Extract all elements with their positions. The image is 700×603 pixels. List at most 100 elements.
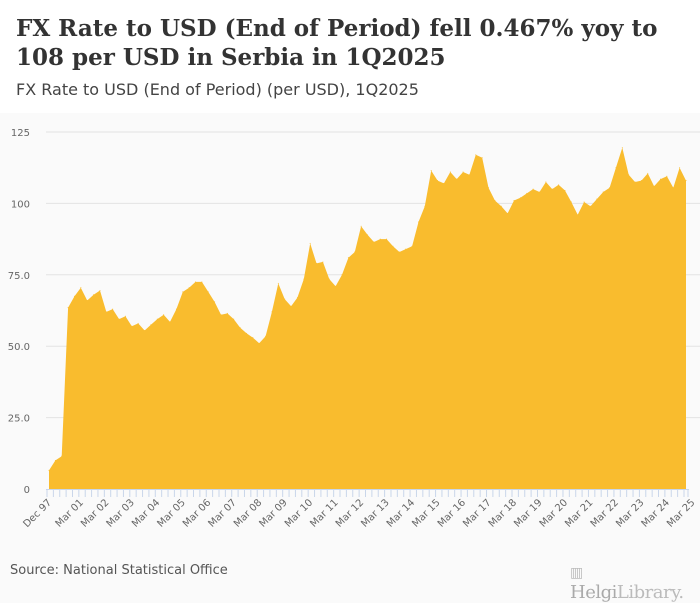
data-point xyxy=(156,318,158,320)
data-point xyxy=(54,459,56,461)
data-point xyxy=(150,324,152,326)
data-point xyxy=(214,301,216,303)
data-point xyxy=(615,167,617,169)
data-point xyxy=(112,308,114,310)
data-point xyxy=(570,201,572,203)
data-point xyxy=(507,212,509,214)
data-point xyxy=(99,290,101,292)
data-point xyxy=(316,262,318,264)
data-point xyxy=(538,191,540,193)
data-point xyxy=(258,342,260,344)
data-point xyxy=(265,335,267,337)
data-point xyxy=(347,257,349,259)
data-point xyxy=(634,181,636,183)
series-area xyxy=(49,147,686,489)
data-point xyxy=(653,185,655,187)
data-point xyxy=(481,157,483,159)
header: FX Rate to USD (End of Period) fell 0.46… xyxy=(0,0,700,113)
data-point xyxy=(144,329,146,331)
data-point xyxy=(195,281,197,283)
logo-icon: ▥ xyxy=(570,565,583,581)
data-point xyxy=(411,245,413,247)
data-point xyxy=(169,321,171,323)
data-point xyxy=(277,282,279,284)
data-point xyxy=(86,300,88,302)
x-tick-label: Dec 97 xyxy=(21,497,54,530)
data-point xyxy=(500,205,502,207)
data-point xyxy=(137,322,139,324)
data-point xyxy=(558,184,560,186)
data-point xyxy=(577,214,579,216)
chart-title: FX Rate to USD (End of Period) fell 0.46… xyxy=(16,15,658,71)
data-point xyxy=(335,285,337,287)
source-note: Source: National Statistical Office xyxy=(10,563,228,578)
data-point xyxy=(621,147,623,149)
data-point xyxy=(640,180,642,182)
data-point xyxy=(207,291,209,293)
data-point xyxy=(660,178,662,180)
chart-subtitle: FX Rate to USD (End of Period) (per USD)… xyxy=(16,80,419,99)
data-point xyxy=(666,175,668,177)
data-point xyxy=(303,278,305,280)
data-point xyxy=(468,174,470,176)
data-point xyxy=(309,242,311,244)
y-tick-label: 125 xyxy=(11,128,30,139)
data-point xyxy=(405,248,407,250)
data-point xyxy=(379,238,381,240)
data-point xyxy=(609,187,611,189)
data-point xyxy=(271,311,273,313)
data-point xyxy=(163,314,165,316)
data-point xyxy=(456,178,458,180)
data-point xyxy=(73,295,75,297)
helgi-library-logo[interactable]: ▥ HelgiLibrary. xyxy=(570,565,684,603)
data-point xyxy=(475,154,477,156)
data-point xyxy=(583,201,585,203)
data-point xyxy=(392,245,394,247)
data-point xyxy=(61,455,63,457)
data-point xyxy=(488,187,490,189)
data-point xyxy=(67,307,69,309)
data-point xyxy=(226,312,228,314)
data-point xyxy=(220,314,222,316)
data-point xyxy=(443,182,445,184)
data-point xyxy=(398,251,400,253)
data-point xyxy=(373,241,375,243)
data-point xyxy=(290,305,292,307)
data-point xyxy=(93,294,95,296)
data-point xyxy=(672,187,674,189)
data-point xyxy=(628,174,630,176)
data-point xyxy=(526,192,528,194)
data-point xyxy=(239,327,241,329)
data-point xyxy=(360,225,362,227)
y-tick-label: 25.0 xyxy=(8,414,30,425)
data-point xyxy=(124,315,126,317)
data-point xyxy=(328,278,330,280)
data-point xyxy=(602,191,604,193)
data-point xyxy=(647,172,649,174)
data-point xyxy=(131,325,133,327)
data-point xyxy=(596,198,598,200)
data-point xyxy=(437,180,439,182)
data-point xyxy=(105,311,107,313)
data-point xyxy=(341,274,343,276)
data-point xyxy=(417,221,419,223)
data-point xyxy=(545,181,547,183)
data-point xyxy=(462,171,464,173)
data-point xyxy=(322,261,324,263)
data-point xyxy=(679,167,681,169)
data-point xyxy=(564,190,566,192)
data-point xyxy=(252,337,254,339)
y-tick-label: 0 xyxy=(24,485,30,496)
data-point xyxy=(354,251,356,253)
y-tick-label: 75.0 xyxy=(8,271,30,282)
data-point xyxy=(245,332,247,334)
data-point xyxy=(296,297,298,299)
data-point xyxy=(685,180,687,182)
y-tick-label: 100 xyxy=(11,199,30,210)
data-point xyxy=(551,188,553,190)
data-point xyxy=(386,238,388,240)
data-point xyxy=(367,234,368,236)
data-point xyxy=(48,469,50,471)
data-point xyxy=(513,200,515,202)
